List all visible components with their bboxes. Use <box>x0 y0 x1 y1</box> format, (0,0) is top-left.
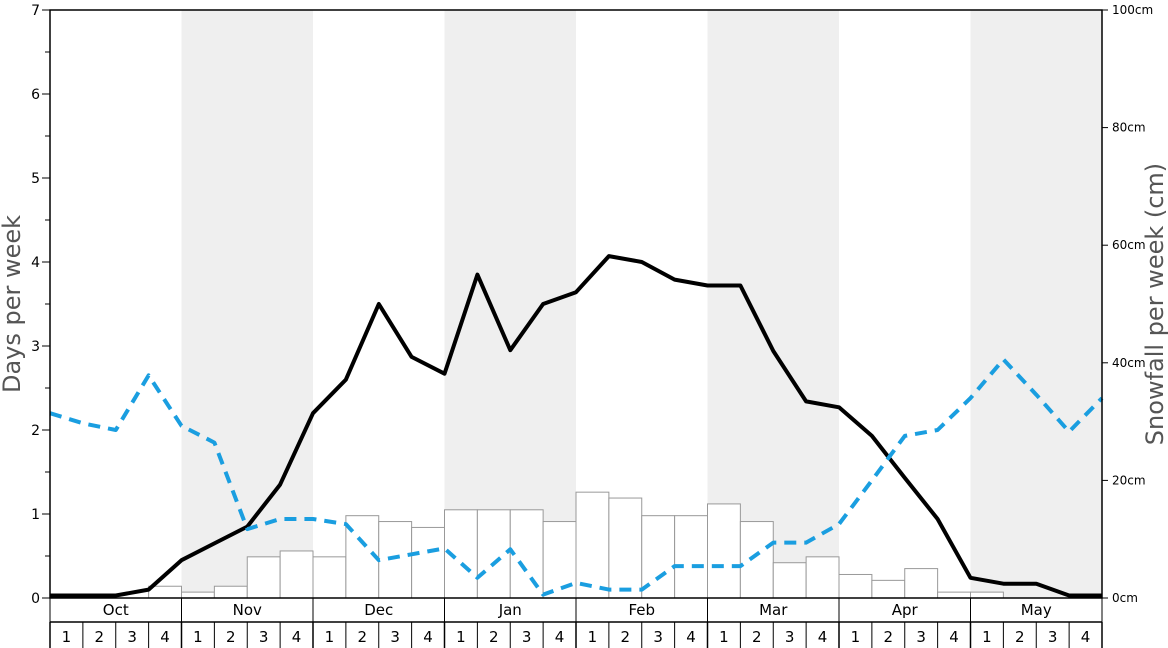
snowfall-bar <box>148 585 182 599</box>
week-label: 4 <box>1081 628 1091 646</box>
month-label: Feb <box>628 601 655 619</box>
snowfall-bar <box>378 521 413 599</box>
week-row: 1 2 3 4 1 2 3 4 1 2 3 4 1 2 3 4 1 2 3 4 1 2 3 4 1 2 3 4 1 2 3 4 <box>49 622 1103 648</box>
week-label: 4 <box>160 628 170 646</box>
right-tick-label: 0cm <box>1112 591 1138 605</box>
snowfall-bar <box>411 526 445 599</box>
week-label: 4 <box>818 628 828 646</box>
snowfall-bar <box>312 556 347 599</box>
week-label: 2 <box>226 628 236 646</box>
week-label: 3 <box>916 628 926 646</box>
snowfall-bar <box>904 568 939 599</box>
snowfall-bar <box>805 556 840 599</box>
week-label: 4 <box>949 628 959 646</box>
week-label: 2 <box>95 628 105 646</box>
week-label: 3 <box>390 628 400 646</box>
right-tick-label: 80cm <box>1112 121 1146 135</box>
week-label: 4 <box>555 628 565 646</box>
snowfall-bar <box>181 591 215 599</box>
left-tick-label: 5 <box>31 171 40 187</box>
month-shade-mar <box>707 10 839 598</box>
month-label: Oct <box>103 601 129 619</box>
week-label: 1 <box>719 628 729 646</box>
snowfall-bar <box>674 515 708 599</box>
left-tick-label: 7 <box>31 3 40 19</box>
left-tick-label: 6 <box>31 87 40 103</box>
snowfall-bar <box>476 509 511 599</box>
week-label: 3 <box>522 628 532 646</box>
week-label: 3 <box>1048 628 1058 646</box>
week-label: 1 <box>851 628 861 646</box>
snowfall-bar <box>608 497 643 599</box>
snowfall-bar <box>772 562 807 599</box>
week-label: 2 <box>621 628 631 646</box>
left-axis: 0 1 2 3 4 5 6 7 <box>31 3 50 607</box>
week-label: 2 <box>358 628 368 646</box>
right-tick-label: 20cm <box>1112 473 1146 487</box>
snowfall-bar <box>246 556 281 599</box>
week-label: 3 <box>127 628 137 646</box>
week-label: 1 <box>456 628 466 646</box>
right-tick-label: 40cm <box>1112 356 1146 370</box>
right-axis-title: Snowfall per week (cm) <box>1141 163 1168 445</box>
snowfall-bar <box>707 503 741 599</box>
right-tick-label: 60cm <box>1112 238 1146 252</box>
snowfall-bar <box>838 573 873 599</box>
data-lines <box>49 254 1104 598</box>
week-label: 1 <box>982 628 992 646</box>
solid-line <box>50 254 1102 598</box>
week-label: 1 <box>325 628 335 646</box>
left-axis-title: Days per week <box>0 215 26 393</box>
week-label: 3 <box>785 628 795 646</box>
month-label: Mar <box>759 601 788 619</box>
week-label: 4 <box>686 628 696 646</box>
week-label: 4 <box>292 628 302 646</box>
left-tick-label: 0 <box>31 591 40 607</box>
week-label: 3 <box>259 628 269 646</box>
snowfall-bar <box>970 591 1004 599</box>
snowfall-bar <box>213 585 248 599</box>
left-tick-label: 2 <box>31 423 40 439</box>
snowfall-bar <box>575 491 610 599</box>
snowfall-bar <box>509 509 544 599</box>
right-axis: 0cm 20cm 40cm 60cm 80cm 100cm <box>1102 3 1153 605</box>
week-label: 4 <box>423 628 433 646</box>
snowfall-bar <box>279 550 314 599</box>
month-label: Apr <box>892 601 919 619</box>
dashed-line <box>49 357 1104 597</box>
snowfall-bar <box>739 521 774 599</box>
left-tick-label: 1 <box>31 507 40 523</box>
snowfall-bar <box>871 579 906 599</box>
week-label: 1 <box>62 628 72 646</box>
month-shade-nov <box>181 10 313 598</box>
week-label: 2 <box>1015 628 1025 646</box>
week-label: 2 <box>752 628 762 646</box>
month-label: Dec <box>364 601 393 619</box>
right-tick-label: 100cm <box>1112 3 1153 17</box>
month-label: May <box>1021 601 1052 619</box>
week-label: 1 <box>193 628 203 646</box>
snowfall-bars <box>148 491 1004 599</box>
month-label: Jan <box>498 601 522 619</box>
month-row: Oct Nov Dec Jan Feb Mar Apr May <box>49 598 1103 623</box>
month-shading <box>181 10 1102 598</box>
month-label: Nov <box>233 601 262 619</box>
week-label: 1 <box>588 628 598 646</box>
week-label: 2 <box>884 628 894 646</box>
month-shade-may <box>970 10 1102 598</box>
week-label: 3 <box>653 628 663 646</box>
left-tick-label: 4 <box>31 255 40 271</box>
left-tick-label: 3 <box>31 339 40 355</box>
week-label: 2 <box>489 628 499 646</box>
snowfall-bar <box>937 591 971 599</box>
